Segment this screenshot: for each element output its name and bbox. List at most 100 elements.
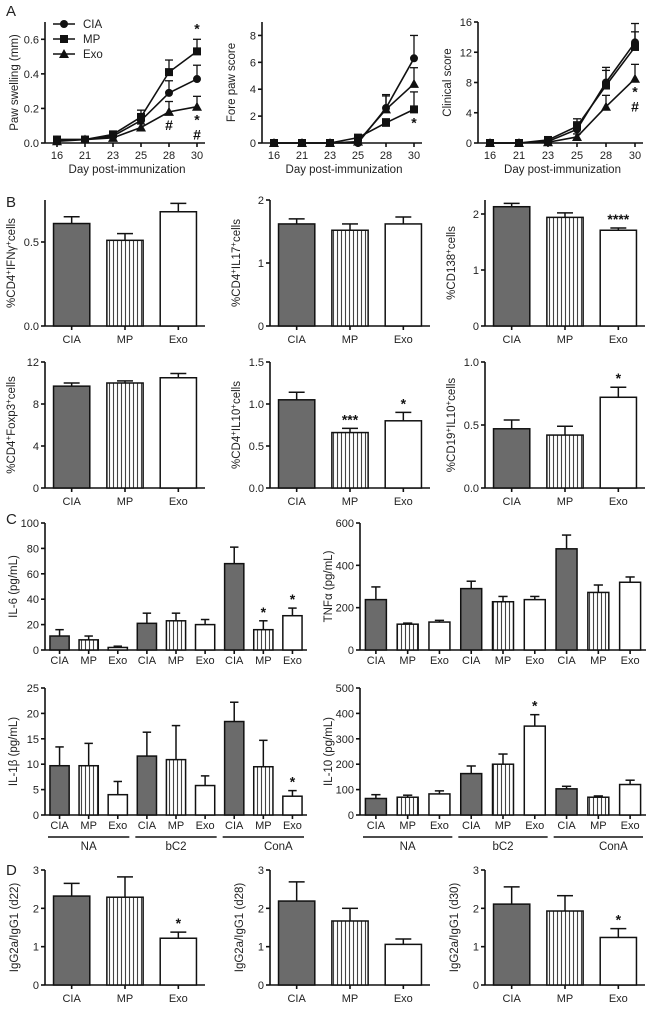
legend-marker xyxy=(59,49,69,58)
chart-c1: 0 20 40 60 80 100 IL-6 (pg/mL) CIA MP Exo CIA MP Exo… xyxy=(8,518,307,667)
bar-mp: MP xyxy=(106,380,144,508)
x-tick-label: CIA xyxy=(367,820,386,832)
y-axis-label-part: IL10 xyxy=(231,409,243,431)
y-tick-label: 0 xyxy=(33,645,39,657)
bar-exo: Exo xyxy=(107,645,129,667)
bar-mp: MP xyxy=(587,795,610,832)
y-axis-label: Paw swelling (mm) xyxy=(9,34,21,131)
y-tick-label: 0.5 xyxy=(24,237,39,249)
bar xyxy=(49,764,70,816)
panel-label-d: D xyxy=(6,862,17,879)
y-axis-label-part: cells xyxy=(446,378,458,401)
data-point xyxy=(572,131,582,141)
x-tick-label: CIA xyxy=(138,655,157,667)
bar xyxy=(282,614,303,651)
x-tick-label: CIA xyxy=(502,334,521,346)
x-tick-label: Exo xyxy=(283,820,302,832)
y-axis-label-part: + xyxy=(4,436,13,441)
data-point xyxy=(485,138,495,147)
group-label-bc2: bC2 xyxy=(165,841,186,853)
x-tick-label: MP xyxy=(557,496,574,508)
bar-cia: CIA xyxy=(49,628,70,667)
legend-label: MP xyxy=(83,34,101,46)
x-tick-label: CIA xyxy=(462,820,481,832)
x-tick-label: 30 xyxy=(408,150,420,162)
data-point xyxy=(193,75,201,84)
bar xyxy=(252,765,274,816)
x-tick-label: 25 xyxy=(352,150,364,162)
y-tick-label: 20 xyxy=(27,620,39,632)
y-tick-label: 0 xyxy=(250,138,256,150)
bar xyxy=(523,725,547,816)
bar-mp: MP xyxy=(331,907,369,1005)
y-axis-label-part: + xyxy=(444,400,453,405)
y-tick-label: 0.5 xyxy=(464,420,479,432)
y-axis-label-part: Foxp3 xyxy=(6,404,18,436)
y-tick-label: 8 xyxy=(466,78,472,90)
y-tick-label: 10 xyxy=(27,759,39,771)
y-tick-label: 1 xyxy=(473,942,479,954)
bar-cia: CIA xyxy=(277,218,316,346)
bar xyxy=(78,639,100,651)
bar xyxy=(49,635,70,651)
bar xyxy=(599,229,638,327)
bar xyxy=(277,223,316,327)
x-tick-label: MP xyxy=(495,655,512,667)
x-tick-label: Exo xyxy=(525,655,544,667)
bar xyxy=(555,788,578,816)
bar-exo: Exo xyxy=(428,619,451,667)
y-tick-label: 8 xyxy=(250,30,256,42)
x-tick-label: MP xyxy=(399,820,416,832)
bar-cia: CIA xyxy=(52,382,91,508)
bar-mp: MP xyxy=(165,724,187,832)
y-tick-label: 500 xyxy=(336,683,354,695)
group-label-na: NA xyxy=(81,841,97,853)
bar xyxy=(277,900,316,986)
y-axis-label-part: IFNγ xyxy=(6,246,18,271)
legend-item-mp: MP xyxy=(53,34,101,46)
bar-mp: MP xyxy=(252,739,274,832)
x-tick-label: MP xyxy=(117,334,134,346)
bar-exo: Exo * xyxy=(282,591,303,667)
y-axis-label-part: IL-1β (pg/mL) xyxy=(8,717,20,786)
series-line xyxy=(56,105,198,143)
significance-mark: * xyxy=(532,698,538,714)
y-tick-label: 0 xyxy=(33,980,39,992)
bar-cia: CIA xyxy=(223,546,245,667)
bar xyxy=(52,385,91,489)
bar-mp: MP xyxy=(331,223,369,346)
bar xyxy=(587,796,610,816)
y-axis-label-part: + xyxy=(444,428,453,433)
bar xyxy=(107,793,129,816)
chart-a3: 0 4 8 12 16 Clinical score 16 21 23 25 28 30 Day pos… xyxy=(442,17,643,176)
x-tick-label: Exo xyxy=(430,655,449,667)
bar-mp: MP xyxy=(546,894,584,1005)
y-tick-label: 0.5 xyxy=(249,441,264,453)
y-tick-label: 0.4 xyxy=(24,69,39,81)
y-tick-label: 0 xyxy=(33,810,39,822)
bar-cia: CIA xyxy=(555,534,578,667)
data-point xyxy=(192,101,202,111)
x-tick-label: MP xyxy=(590,820,607,832)
y-tick-label: 1 xyxy=(258,258,264,270)
bar xyxy=(106,382,144,489)
y-tick-label: 0 xyxy=(348,810,354,822)
x-tick-label: 16 xyxy=(268,150,280,162)
x-tick-label: CIA xyxy=(502,993,521,1005)
chart-d1: 0 1 2 3 IgG2a/IgG1 (d22) CIA MP Exo * xyxy=(9,865,205,1005)
x-tick-label: 16 xyxy=(484,150,496,162)
bar xyxy=(223,720,245,816)
y-tick-label: 12 xyxy=(460,47,472,59)
x-tick-label: 28 xyxy=(600,150,612,162)
x-tick-label: CIA xyxy=(225,820,244,832)
x-tick-label: CIA xyxy=(462,655,481,667)
x-tick-label: CIA xyxy=(287,496,306,508)
y-tick-label: 100 xyxy=(21,518,39,530)
bar xyxy=(492,205,531,327)
x-tick-label: MP xyxy=(117,496,134,508)
y-axis-label-part: IgG2a/IgG1 (d30) xyxy=(449,883,461,973)
bar xyxy=(428,621,451,651)
y-tick-label: 0.0 xyxy=(249,483,264,495)
x-tick-label: 21 xyxy=(513,150,525,162)
